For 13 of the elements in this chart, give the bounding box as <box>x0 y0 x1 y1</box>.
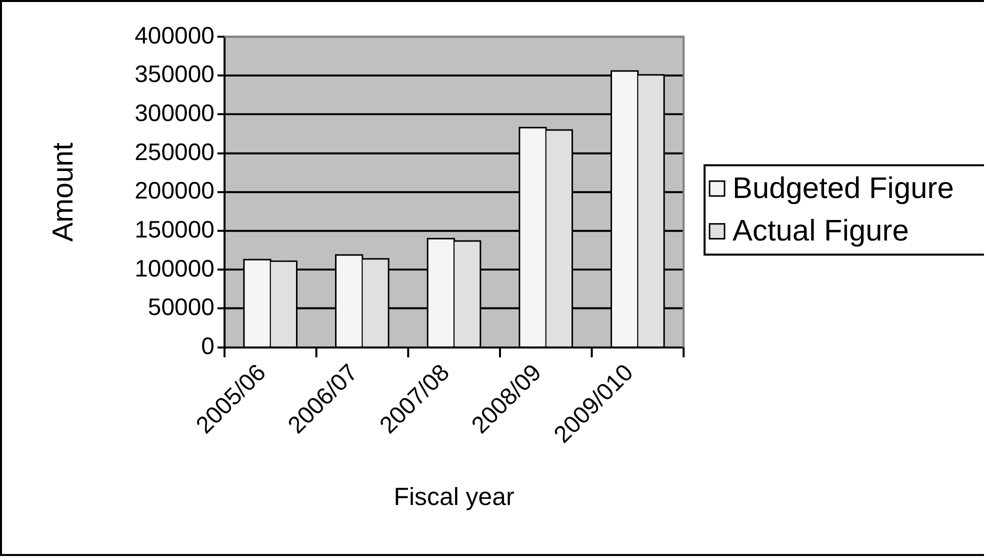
y-tick-label: 200000 <box>134 178 214 205</box>
x-axis-title: Fiscal year <box>394 483 514 512</box>
legend-label: Actual Figure <box>732 214 909 248</box>
legend-label: Budgeted Figure <box>732 172 954 205</box>
y-tick-label: 150000 <box>134 216 214 244</box>
y-tick-label: 350000 <box>134 61 214 88</box>
y-tick-label: 400000 <box>134 22 214 50</box>
y-tick-label: 0 <box>201 332 214 360</box>
y-tick-label: 100000 <box>134 255 214 282</box>
y-axis-title: Amount <box>47 142 80 242</box>
y-tick-label: 250000 <box>134 138 214 166</box>
y-tick-label: 50000 <box>148 294 214 322</box>
y-tick-label: 300000 <box>134 100 214 127</box>
